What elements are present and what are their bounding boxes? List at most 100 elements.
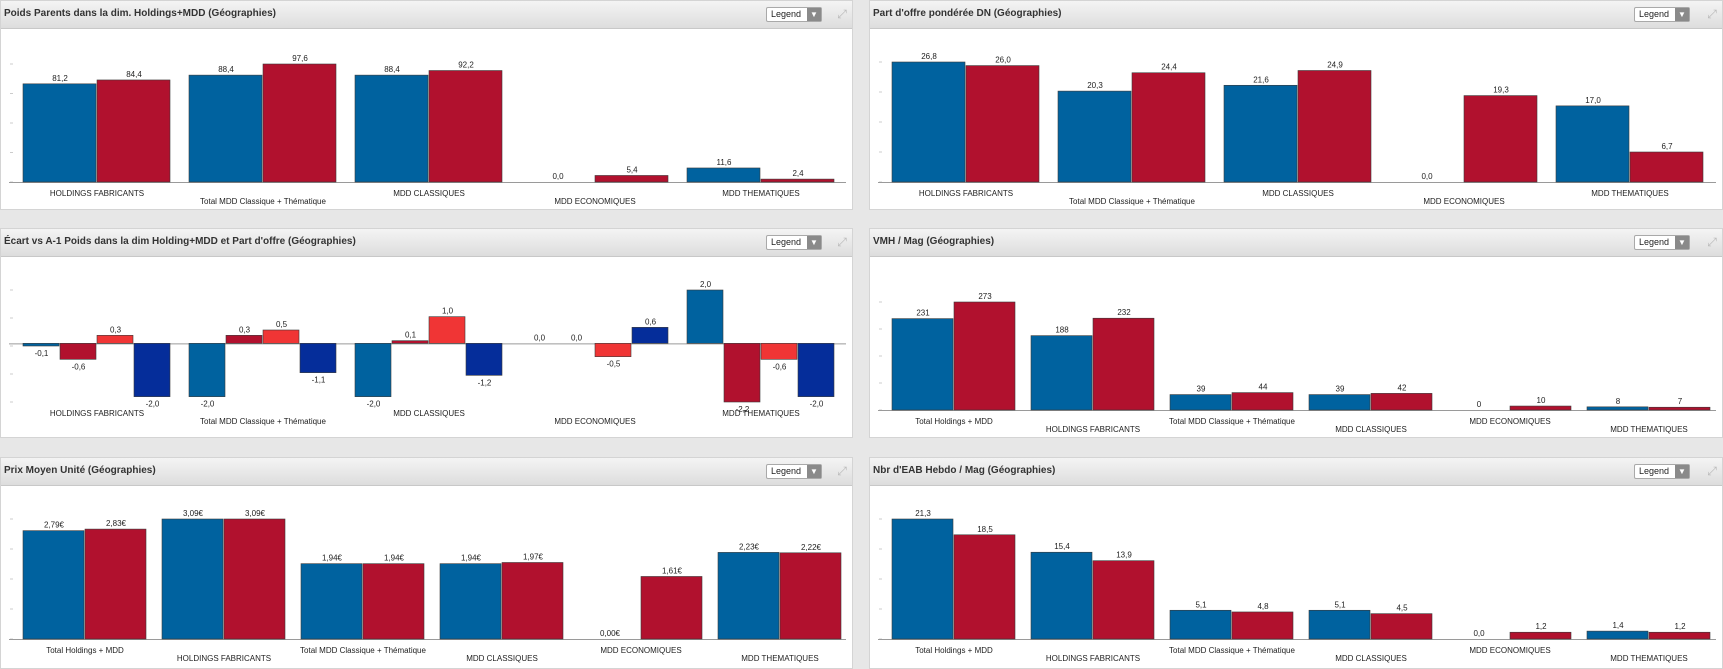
bar[interactable]	[1648, 406, 1711, 411]
bar[interactable]	[1030, 335, 1093, 411]
bar[interactable]	[594, 343, 632, 357]
maximize-icon[interactable]: ⤢	[1707, 7, 1717, 21]
bar[interactable]	[439, 563, 502, 640]
maximize-icon[interactable]: ⤢	[837, 464, 847, 478]
category-label: HOLDINGS FABRICANTS	[919, 189, 1013, 198]
data-label: 6,7	[1661, 142, 1673, 151]
bar[interactable]	[354, 343, 392, 397]
bar[interactable]	[953, 534, 1016, 640]
chart-panel-part-offre: Part d'offre pondérée DN (Géographies) L…	[869, 0, 1723, 210]
bar[interactable]	[1509, 631, 1572, 640]
bar[interactable]	[1308, 609, 1371, 640]
bar-chart: 231 273 Total Holdings + MDD 188 232 HOLDINGS…	[878, 292, 1716, 434]
chart-panel-vmh-mag: VMH / Mag (Géographies) Legend ▼ ⤢ 231 27…	[869, 228, 1723, 438]
bar[interactable]	[1297, 70, 1372, 183]
bar[interactable]	[465, 343, 503, 376]
panel-header: Part d'offre pondérée DN (Géographies) L…	[870, 1, 1722, 29]
category-label: Total MDD Classique + Thématique	[200, 197, 326, 206]
bar[interactable]	[1231, 392, 1294, 411]
data-label: -2,0	[810, 400, 824, 409]
bar[interactable]	[362, 563, 425, 640]
bar[interactable]	[391, 340, 429, 344]
bar[interactable]	[779, 552, 842, 640]
bar[interactable]	[760, 178, 835, 183]
bar[interactable]	[1092, 317, 1155, 411]
legend-dropdown[interactable]: Legend ▼	[766, 235, 822, 250]
data-label: 0,1	[405, 331, 417, 340]
bar[interactable]	[965, 65, 1040, 183]
bar[interactable]	[1509, 405, 1572, 411]
bar[interactable]	[640, 576, 703, 640]
bar[interactable]	[631, 327, 669, 344]
bar[interactable]	[96, 79, 171, 183]
data-label: 1,4	[1612, 621, 1624, 630]
legend-dropdown[interactable]: Legend ▼	[1634, 464, 1690, 479]
bar[interactable]	[1223, 84, 1298, 183]
bar[interactable]	[891, 61, 966, 183]
bar[interactable]	[1463, 95, 1538, 183]
data-label: 2,23€	[739, 542, 760, 551]
bar[interactable]	[1131, 72, 1206, 183]
legend-dropdown[interactable]: Legend ▼	[766, 7, 822, 22]
bar[interactable]	[1030, 551, 1093, 640]
panel-title: Poids Parents dans la dim. Holdings+MDD …	[4, 8, 276, 19]
bar[interactable]	[354, 74, 429, 183]
maximize-icon[interactable]: ⤢	[837, 7, 847, 21]
category-label: MDD THEMATIQUES	[722, 409, 799, 418]
bar[interactable]	[428, 316, 466, 344]
bar[interactable]	[501, 562, 564, 640]
bar[interactable]	[1586, 630, 1649, 640]
bar[interactable]	[22, 343, 60, 347]
bar[interactable]	[797, 343, 835, 397]
bar[interactable]	[1370, 393, 1433, 411]
bar[interactable]	[161, 518, 224, 640]
bar[interactable]	[891, 318, 954, 411]
bar[interactable]	[594, 175, 669, 183]
legend-dropdown[interactable]: Legend ▼	[1634, 235, 1690, 250]
bar[interactable]	[188, 343, 226, 397]
bar[interactable]	[84, 528, 147, 640]
bar[interactable]	[1648, 631, 1711, 640]
bar[interactable]	[22, 530, 85, 640]
bar[interactable]	[686, 167, 761, 183]
bar[interactable]	[299, 343, 337, 373]
category-label: MDD ECONOMIQUES	[554, 197, 635, 206]
bar[interactable]	[59, 343, 97, 360]
bar[interactable]	[953, 301, 1016, 411]
bar[interactable]	[1169, 609, 1232, 640]
bar[interactable]	[96, 335, 134, 344]
bar[interactable]	[262, 63, 337, 183]
bar[interactable]	[133, 343, 171, 397]
legend-dropdown[interactable]: Legend ▼	[1634, 7, 1690, 22]
bar[interactable]	[300, 563, 363, 640]
bar[interactable]	[1169, 394, 1232, 411]
bar[interactable]	[891, 518, 954, 640]
bar[interactable]	[723, 343, 761, 403]
bar[interactable]	[1308, 394, 1371, 411]
bar[interactable]	[717, 552, 780, 640]
legend-dropdown[interactable]: Legend ▼	[766, 464, 822, 479]
bar[interactable]	[1370, 613, 1433, 640]
bar[interactable]	[428, 70, 503, 183]
bar[interactable]	[1629, 151, 1704, 183]
bar[interactable]	[223, 518, 286, 640]
bar[interactable]	[1092, 560, 1155, 640]
data-label: 17,0	[1585, 96, 1601, 105]
legend-dropdown-label: Legend	[1639, 466, 1670, 476]
bar[interactable]	[225, 335, 263, 344]
bar[interactable]	[686, 289, 724, 344]
data-label: 18,5	[977, 525, 993, 534]
bar[interactable]	[188, 74, 263, 183]
bar[interactable]	[1231, 611, 1294, 640]
bar[interactable]	[22, 83, 97, 183]
maximize-icon[interactable]: ⤢	[1707, 235, 1717, 249]
bar[interactable]	[1555, 105, 1630, 183]
bar[interactable]	[760, 343, 798, 360]
bar[interactable]	[1057, 90, 1132, 183]
bar[interactable]	[262, 329, 300, 344]
bar[interactable]	[1586, 406, 1649, 411]
chevron-down-icon: ▼	[807, 8, 821, 21]
maximize-icon[interactable]: ⤢	[1707, 464, 1717, 478]
data-label: 2,79€	[44, 521, 65, 530]
maximize-icon[interactable]: ⤢	[837, 235, 847, 249]
